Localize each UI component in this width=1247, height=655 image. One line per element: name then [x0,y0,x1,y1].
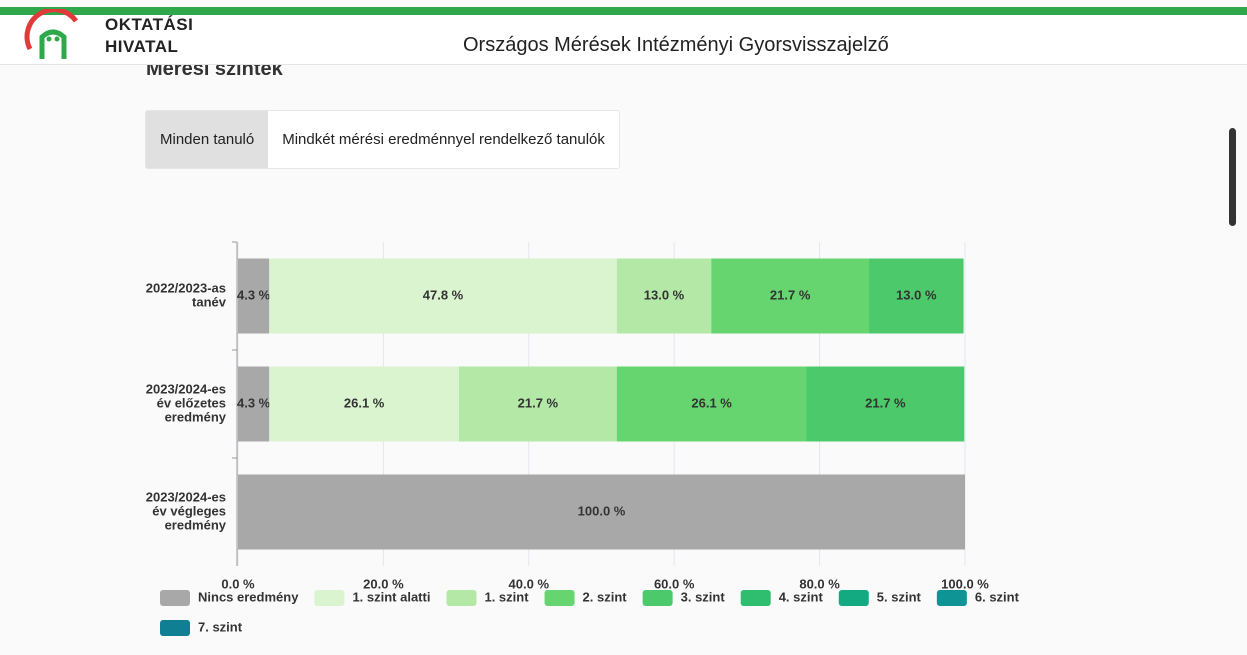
bar-segment [238,474,965,550]
legend-swatch [544,590,575,606]
y-tick-label: eredmény [165,409,227,424]
tab[interactable]: Minden tanuló [146,111,269,168]
app-title: Országos Mérések Intézményi Gyorsvisszaj… [463,34,889,56]
bar-segment [616,258,712,334]
bar-segment [238,366,270,442]
data-label: 21.7 % [518,395,559,410]
y-tick-label: eredmény [165,517,227,532]
y-tick-label: 2022/2023-as [146,280,226,295]
bar-segment [269,258,617,334]
tabs: Minden tanuló Mindkét mérési eredménnyel… [145,110,620,169]
logo [24,9,79,59]
bar-segment [616,366,807,442]
legend-label: 7. szint [198,619,243,634]
legend-label: 5. szint [877,589,922,604]
legend-label: 3. szint [681,589,726,604]
bar-segment [459,366,617,442]
scrollbar[interactable] [1229,128,1236,226]
legend-label: Nincs eredmény [198,589,299,604]
x-tick-label: 0.0 % [221,576,255,591]
data-label: 21.7 % [865,395,906,410]
y-tick-label: év végleges [152,503,226,518]
legend-swatch [160,620,190,636]
legend-label: 2. szint [583,589,628,604]
bar-segment [806,366,965,442]
bar-segment [869,258,964,334]
y-tick-label: 2023/2024-es [146,381,226,396]
y-tick-label: 2023/2024-es [146,489,226,504]
bar-segment [269,366,460,442]
legend-swatch [160,590,190,606]
x-tick-label: 20.0 % [363,576,404,591]
data-label: 47.8 % [423,287,464,302]
data-label: 13.0 % [896,287,937,302]
legend-swatch [740,590,771,606]
legend-swatch [446,590,477,606]
legend-swatch [642,590,673,606]
data-label: 4.3 % [237,395,271,410]
legend-label: 1. szint alatti [352,589,430,604]
x-tick-label: 100.0 % [941,576,989,591]
top-bar [0,7,1247,15]
data-label: 26.1 % [344,395,385,410]
y-tick-label: tanév [192,294,227,309]
data-label: 21.7 % [770,287,811,302]
header: OKTATÁSI HIVATAL Országos Mérések Intézmé… [0,9,1247,65]
data-label: 100.0 % [578,503,626,518]
logo-text: OKTATÁSI HIVATAL [105,15,194,56]
data-label: 13.0 % [644,287,685,302]
legend-swatch [936,590,967,606]
legend-swatch [314,590,345,606]
data-label: 4.3 % [237,287,271,302]
x-tick-label: 80.0 % [799,576,840,591]
bar-segment [238,258,270,334]
tab[interactable]: Mindkét mérési eredménnyel rendelkező ta… [282,131,605,148]
y-tick-label: év előzetes [157,395,226,410]
data-label: 26.1 % [691,395,732,410]
bar-segment [711,258,870,334]
legend-label: 6. szint [975,589,1020,604]
x-tick-label: 60.0 % [654,576,695,591]
legend-swatch [838,590,869,606]
legend-label: 1. szint [484,589,529,604]
legend-label: 4. szint [779,589,824,604]
x-tick-label: 40.0 % [509,576,550,591]
